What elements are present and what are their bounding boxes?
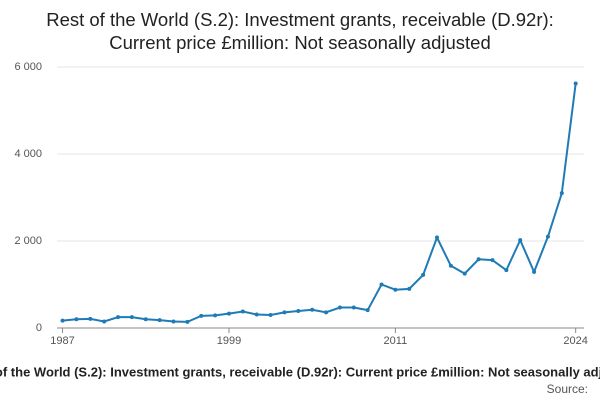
point [532, 269, 537, 274]
chart-title: Rest of the World (S.2): Investment gran… [46, 9, 554, 53]
source: Source: [547, 382, 588, 396]
point [310, 307, 315, 312]
point [545, 234, 550, 239]
x-tick-label: 2024 [563, 335, 587, 347]
y-tick-label: 4 000 [14, 148, 42, 160]
point [351, 305, 356, 310]
point [143, 317, 148, 322]
series-line [62, 83, 577, 323]
point [171, 319, 176, 324]
point [129, 315, 134, 320]
caption: Rest of the World (S.2): Investment gran… [0, 364, 600, 379]
y-tick-label: 6 000 [14, 61, 42, 73]
point [268, 312, 273, 317]
point [185, 319, 190, 324]
point [60, 318, 65, 323]
point [282, 310, 287, 315]
point [462, 271, 467, 276]
point [365, 308, 370, 313]
point [102, 319, 107, 324]
point [199, 313, 204, 318]
point [324, 310, 329, 315]
point [74, 317, 79, 322]
y-tick-label: 0 [36, 322, 42, 334]
point [379, 282, 384, 287]
point [240, 309, 245, 314]
point [116, 315, 121, 320]
point [254, 312, 259, 317]
point [213, 313, 218, 318]
point [573, 81, 578, 86]
point [476, 257, 481, 262]
x-tick-label: 2011 [384, 335, 408, 347]
point [337, 305, 342, 310]
point [448, 263, 453, 268]
y-tick-label: 2 000 [14, 235, 42, 247]
point [226, 311, 231, 316]
point [559, 191, 564, 196]
point [421, 272, 426, 277]
point [296, 309, 301, 314]
point [434, 235, 439, 240]
point [88, 316, 93, 321]
x-tick-label: 1999 [217, 335, 241, 347]
point [157, 318, 162, 323]
point [393, 287, 398, 292]
point [518, 238, 523, 243]
point [504, 268, 509, 273]
point [407, 286, 412, 291]
point [490, 258, 495, 263]
x-tick-label: 1987 [50, 335, 74, 347]
